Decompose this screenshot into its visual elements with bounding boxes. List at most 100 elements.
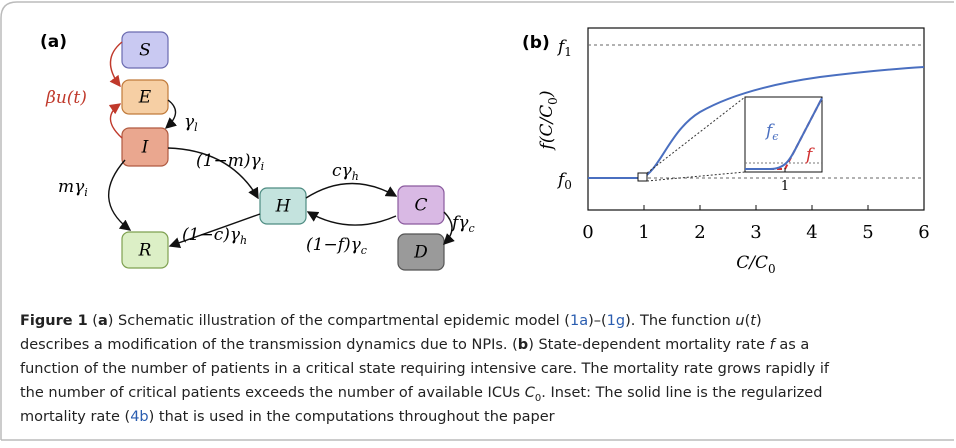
edge-text: (1−m)γ [196, 151, 261, 171]
caption-text: ) [756, 313, 762, 329]
caption-line: the number of critical patients exceeds … [20, 385, 822, 404]
inset-label: fϵ [764, 121, 778, 143]
node [121, 31, 169, 69]
x-tick-label: 1 [638, 222, 649, 243]
edge-subscript: c [361, 244, 367, 257]
arrow [443, 211, 455, 245]
caption-text: )–( [588, 313, 607, 329]
caption-text: ( [88, 313, 98, 329]
caption-line: Figure 1 (a) Schematic illustration of t… [20, 313, 762, 329]
edge-label: cγh [332, 161, 359, 183]
edge-label: mγi [58, 177, 88, 199]
arrow [108, 103, 123, 139]
reference-link[interactable]: 1g [607, 313, 625, 329]
caption-text: Figure 1 [20, 313, 88, 329]
node [397, 185, 445, 225]
caption-text: . Inset: The solid line is the regulariz… [541, 385, 822, 401]
reference-link[interactable]: 4b [130, 409, 148, 425]
node-label: D [413, 243, 428, 263]
node [259, 187, 307, 225]
caption-text: b [518, 337, 528, 353]
node [121, 79, 169, 115]
caption-text: function of the number of patients in a … [20, 361, 830, 377]
y-axis-label: f(C/C0) [537, 91, 560, 152]
x-tick-label: 4 [806, 222, 817, 243]
caption-text: ) that is used in the computations throu… [149, 409, 555, 425]
caption-text: the number of critical patients exceeds … [20, 385, 525, 401]
edge-text: cγ [332, 161, 353, 181]
node [121, 231, 169, 269]
node [121, 127, 169, 167]
caption-text: t [750, 313, 757, 329]
edge-label: (1−c)γh [182, 225, 247, 247]
caption-text: mortality rate ( [20, 409, 130, 425]
caption-line: function of the number of patients in a … [20, 361, 830, 377]
arrow [305, 182, 398, 199]
caption-text: u [735, 313, 744, 329]
node-label: H [275, 197, 292, 217]
x-tick-label: 0 [582, 222, 593, 243]
edge-text: γ [184, 112, 195, 132]
caption-text: f [770, 337, 777, 353]
arrow [168, 213, 261, 249]
edge-label: (1−m)γi [196, 151, 264, 173]
caption-text: describes a modification of the transmis… [20, 337, 518, 353]
node [397, 233, 445, 271]
zoom-line [646, 96, 746, 174]
x-tick-label: 3 [750, 222, 761, 243]
caption-text: 0 [535, 393, 541, 404]
edge-subscript: c [468, 222, 474, 235]
edge-label: (1−f)γc [306, 235, 367, 257]
edge-subscript: l [194, 121, 198, 134]
edge-subscript: i [261, 160, 265, 173]
panel-tag: (a) [40, 32, 67, 52]
x-tick-label: 2 [694, 222, 705, 243]
inset-label: f [804, 145, 815, 165]
x-tick-label: 5 [862, 222, 873, 243]
edge-subscript: h [352, 170, 359, 183]
edge-text: (1−c)γ [182, 225, 241, 245]
inset-tick-label: 1 [781, 179, 789, 194]
inset-curve [745, 97, 823, 170]
node-label: E [138, 88, 152, 108]
arrow [167, 147, 259, 200]
edge-text: βu(t) [45, 88, 87, 108]
caption-line: describes a modification of the transmis… [20, 337, 809, 353]
arrow [108, 159, 132, 231]
caption-text: ) State-dependent mortality rate [528, 337, 769, 353]
reference-link[interactable]: 1a [570, 313, 588, 329]
caption-text: ). The function [625, 313, 735, 329]
arrow [164, 99, 178, 129]
node-label: S [139, 41, 151, 61]
node-label: I [141, 138, 149, 158]
caption-text: a [98, 313, 108, 329]
arrow [306, 211, 397, 226]
edge-subscript: h [240, 234, 247, 247]
edge-text: mγ [58, 177, 85, 197]
x-tick-label: 6 [918, 222, 929, 243]
edge-subscript: i [84, 186, 88, 199]
edge-text: fγ [450, 213, 469, 233]
inset [744, 96, 823, 173]
frame [0, 1, 954, 440]
caption-text: as a [775, 337, 810, 353]
zoom-box [637, 172, 648, 182]
y-level-label: f0 [556, 170, 572, 192]
zoom-line [646, 171, 746, 182]
node-label: C [414, 196, 427, 216]
arrow [109, 41, 123, 88]
x-axis-label: C/C0 [736, 253, 775, 276]
caption-text: ( [745, 313, 751, 329]
y-level-label: f1 [556, 37, 572, 59]
edge-text: (1−f)γ [306, 235, 362, 255]
caption-text: C [525, 385, 536, 401]
caption-text: ) Schematic illustration of the compartm… [108, 313, 570, 329]
edge-label: βu(t) [45, 88, 87, 108]
curve [588, 66, 925, 179]
edge-label: fγc [450, 213, 475, 235]
panel-tag: (b) [522, 33, 550, 53]
caption-line: mortality rate (4b) that is used in the … [20, 409, 555, 425]
edge-label: γl [184, 112, 198, 134]
node-label: R [138, 241, 152, 261]
